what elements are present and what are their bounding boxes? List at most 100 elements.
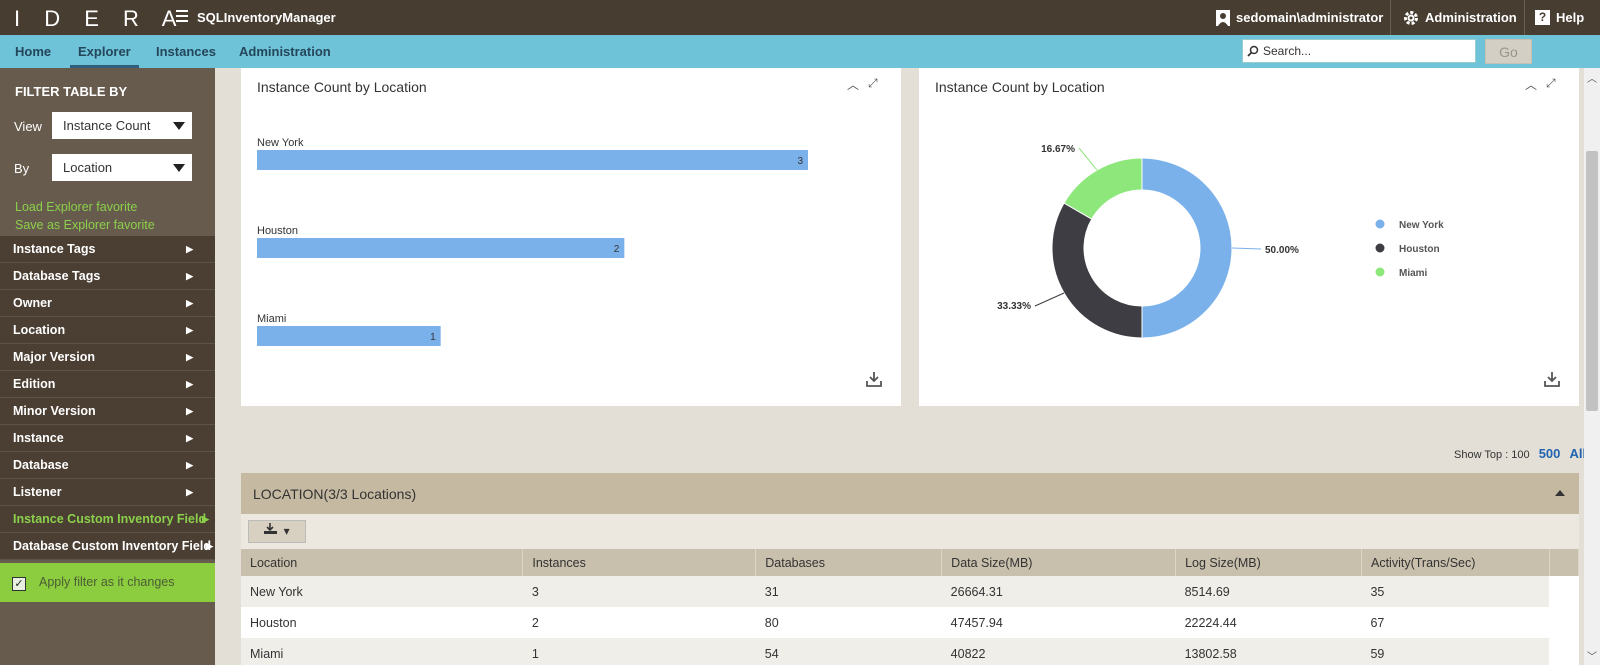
expand-arrow-icon: ▶ [186,352,193,362]
filter-item[interactable]: Owner ▶ [0,290,215,317]
show-top-500[interactable]: 500 [1538,446,1561,461]
donut-chart: 50.00% New York 33.33% Houston 16.67% Miami [997,144,1444,339]
cell: New York [241,576,523,607]
expand-arrow-icon: ▶ [186,298,193,308]
filter-item[interactable]: Instance Custom Inventory Field ▶ [0,506,215,533]
donut-slice [1051,202,1143,339]
col-location[interactable]: Location [241,549,524,576]
by-select[interactable]: Location [52,154,192,181]
apply-filter-checkbox[interactable]: ✓ [12,577,26,591]
help-menu[interactable]: ? Help [1535,0,1584,35]
app-title: SQLInventoryManager [197,10,336,25]
collapse-icon[interactable]: ︿ [847,78,860,92]
col-spacer [1549,549,1580,576]
vertical-scrollbar[interactable]: ︿ ﹀ [1584,68,1600,665]
cell: 3 [522,576,756,607]
bar-category-label: Houston [257,225,298,237]
col-log-size[interactable]: Log Size(MB) [1175,549,1362,576]
leader-line [1034,292,1065,307]
expand-icon[interactable]: ⤢ [868,76,878,90]
apply-filter-row[interactable]: ✓ Apply filter as it changes [0,563,215,602]
help-label: Help [1556,10,1585,25]
table-toolbar: ▾ [241,514,1579,549]
collapse-icon[interactable]: ︿ [1525,78,1538,92]
cell [1549,576,1579,607]
col-instances[interactable]: Instances [522,549,757,576]
scroll-up-icon[interactable]: ︿ [1587,74,1597,85]
table-title: LOCATION(3/3 Locations) [253,486,417,502]
bar [257,238,625,258]
go-button[interactable]: Go [1485,39,1532,64]
download-icon[interactable] [865,370,883,388]
filter-item[interactable]: Database Custom Inventory Field ▶ [0,533,215,560]
scrollbar-thumb[interactable] [1586,151,1598,411]
col-data-size[interactable]: Data Size(MB) [941,549,1177,576]
expand-arrow-icon: ▶ [206,541,213,551]
search-input[interactable]: Search... [1242,39,1476,63]
load-favorite-link[interactable]: Load Explorer favorite [15,200,138,214]
export-button[interactable]: ▾ [248,520,306,543]
bar-category-label: New York [257,137,304,149]
scroll-down-icon[interactable]: ﹀ [1587,652,1597,663]
cell: Miami [241,638,523,665]
tab-administration[interactable]: Administration [239,44,331,59]
legend-marker [1375,243,1385,253]
legend-label: Miami [1399,268,1428,279]
user-menu[interactable]: sedomain\administrator [1216,0,1383,35]
filter-item[interactable]: Major Version ▶ [0,344,215,371]
filter-item[interactable]: Instance Tags ▶ [0,236,215,263]
save-favorite-link[interactable]: Save as Explorer favorite [15,218,155,232]
col-databases[interactable]: Databases [755,549,943,576]
dropdown-caret-icon: ▾ [283,524,290,538]
tab-instances[interactable]: Instances [156,44,216,59]
hamburger-menu-icon[interactable] [176,10,188,22]
collapse-caret-icon[interactable] [1555,490,1565,496]
tab-explorer[interactable]: Explorer [70,35,139,68]
cell: 2 [522,607,756,638]
filter-item[interactable]: Database Tags ▶ [0,263,215,290]
cell: 35 [1361,576,1550,607]
cell: 1 [522,638,756,665]
view-select[interactable]: Instance Count [52,112,192,139]
donut-slice [1063,157,1143,220]
filter-title: FILTER TABLE BY [15,84,128,99]
legend-label: New York [1399,220,1444,231]
cell [1549,638,1579,665]
legend-marker [1375,267,1385,277]
col-activity[interactable]: Activity(Trans/Sec) [1361,549,1550,576]
bar-category-label: Miami [257,313,286,325]
search-icon [1247,45,1259,57]
filter-item[interactable]: Instance ▶ [0,425,215,452]
bar-chart-title: Instance Count by Location [257,79,427,95]
cell: 59 [1361,638,1550,665]
cell: Houston [241,607,523,638]
slice-label: 33.33% [997,301,1031,312]
filter-sidebar: FILTER TABLE BY View Instance Count By L… [0,68,215,665]
location-table: Location Instances Databases Data Size(M… [241,549,1580,665]
leader-line [1078,147,1098,171]
tab-home[interactable]: Home [15,44,52,59]
expand-arrow-icon: ▶ [186,244,193,254]
by-label: By [14,161,30,176]
filter-item[interactable]: Location ▶ [0,317,215,344]
table-header: LOCATION(3/3 Locations) [241,473,1579,514]
expand-arrow-icon: ▶ [186,406,193,416]
table-row[interactable]: Houston 2 80 47457.94 22224.44 67 [241,607,1579,638]
bar-chart: New York 3 Houston 2 Miami 1 [257,137,808,346]
filter-item[interactable]: Database ▶ [0,452,215,479]
expand-arrow-icon: ▶ [186,325,193,335]
administration-menu[interactable]: Administration [1403,0,1517,35]
donut-chart-panel: Instance Count by Location ︿ ⤢ 50.00% New… [919,68,1579,406]
table-row[interactable]: New York 3 31 26664.31 8514.69 35 [241,576,1579,607]
filter-item[interactable]: Listener ▶ [0,479,215,506]
expand-arrow-icon: ▶ [202,514,209,524]
show-top-all[interactable]: All [1569,446,1587,461]
table-row[interactable]: Miami 1 54 40822 13802.58 59 [241,638,1579,665]
expand-icon[interactable]: ⤢ [1546,76,1556,90]
cell: 26664.31 [941,576,1176,607]
filter-item[interactable]: Edition ▶ [0,371,215,398]
filter-item[interactable]: Minor Version ▶ [0,398,215,425]
cell: 54 [755,638,942,665]
download-icon[interactable] [1543,370,1561,388]
bar [257,326,441,346]
